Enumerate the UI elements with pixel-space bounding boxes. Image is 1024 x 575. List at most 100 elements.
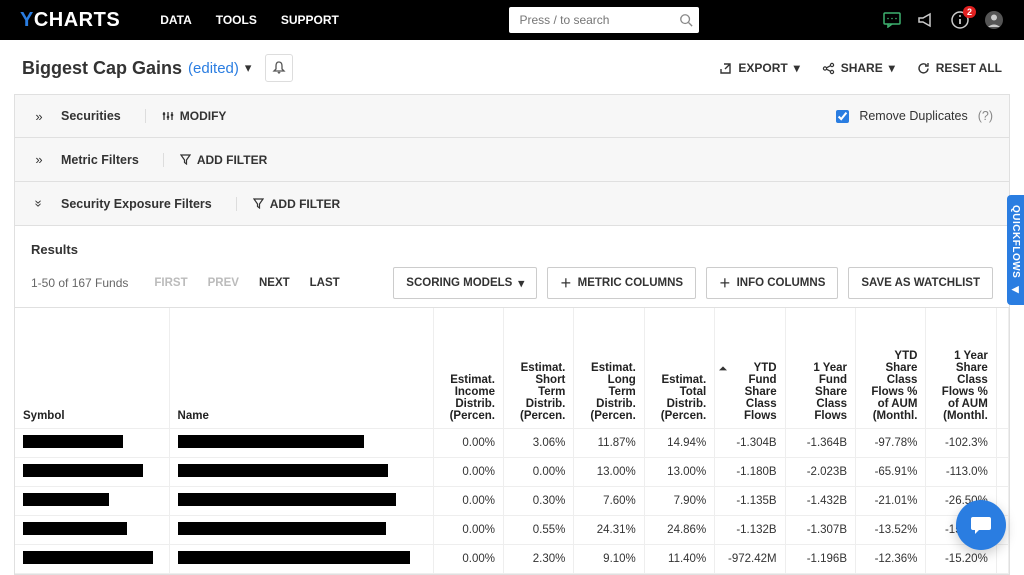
cell: -1.196B <box>785 544 855 573</box>
reset-button[interactable]: RESET ALL <box>917 61 1002 75</box>
cell: -97.78% <box>856 428 926 457</box>
cell: 0.00% <box>433 428 503 457</box>
bell-button[interactable] <box>265 54 293 82</box>
symbol-redacted <box>23 435 123 448</box>
pager-first[interactable]: FIRST <box>154 277 187 289</box>
cell: -1.132B <box>715 515 785 544</box>
cell: 11.87% <box>574 428 644 457</box>
cell: -1.135B <box>715 486 785 515</box>
cell: 14.94% <box>644 428 714 457</box>
col-name[interactable]: Name <box>169 308 433 428</box>
cell: -113.0% <box>926 457 996 486</box>
table-row[interactable]: 0.00%3.06%11.87%14.94%-1.304B-1.364B-97.… <box>15 428 1009 457</box>
symbol-redacted <box>23 464 143 477</box>
col-short[interactable]: Estimat. Short Term Distrib. (Percen. <box>503 308 573 428</box>
cell: 11.40% <box>644 544 714 573</box>
user-icon[interactable] <box>984 10 1004 30</box>
modify-button[interactable]: MODIFY <box>145 109 227 123</box>
symbol-redacted <box>23 522 127 535</box>
name-redacted <box>178 551 410 564</box>
cell: -1.307B <box>785 515 855 544</box>
results-table: Symbol Name Estimat. Income Distrib. (Pe… <box>15 308 1009 574</box>
remove-duplicates-checkbox[interactable] <box>836 110 849 123</box>
exposure-filters-label: Security Exposure Filters <box>61 197 212 211</box>
edited-label[interactable]: (edited) <box>188 60 239 77</box>
nav-tools[interactable]: TOOLS <box>216 13 257 27</box>
pager-next[interactable]: NEXT <box>259 277 290 289</box>
col-ytd-aum[interactable]: YTD Share Class Flows % of AUM (Monthl. <box>856 308 926 428</box>
col-ytd-flows[interactable]: YTD Fund Share Class Flows <box>715 308 785 428</box>
results-range: 1-50 of 167 Funds <box>31 276 128 290</box>
cell: -972.42M <box>715 544 785 573</box>
metric-columns-button[interactable]: ＋METRIC COLUMNS <box>547 267 696 299</box>
cell: -1.180B <box>715 457 785 486</box>
title-caret-icon[interactable]: ▾ <box>245 60 252 76</box>
chat-button[interactable] <box>956 500 1006 550</box>
table-row[interactable]: 0.00%2.30%9.10%11.40%-972.42M-1.196B-12.… <box>15 544 1009 573</box>
feedback-icon[interactable] <box>882 10 902 30</box>
cell: -65.91% <box>856 457 926 486</box>
cell: -1.432B <box>785 486 855 515</box>
name-redacted <box>178 464 388 477</box>
search-input[interactable] <box>509 7 699 33</box>
info-columns-button[interactable]: ＋INFO COLUMNS <box>706 267 838 299</box>
add-metric-filter-button[interactable]: ADD FILTER <box>163 153 267 167</box>
cell: 24.31% <box>574 515 644 544</box>
name-redacted <box>178 435 364 448</box>
help-icon[interactable]: (?) <box>978 109 993 123</box>
expand-metric-icon[interactable]: » <box>31 152 47 167</box>
cell: -2.023B <box>785 457 855 486</box>
col-total[interactable]: Estimat. Total Distrib. (Percen. <box>644 308 714 428</box>
nav-support[interactable]: SUPPORT <box>281 13 339 27</box>
pager-last[interactable]: LAST <box>310 277 340 289</box>
col-1y-flows[interactable]: 1 Year Fund Share Class Flows <box>785 308 855 428</box>
page-title: Biggest Cap Gains <box>22 58 182 79</box>
add-exposure-filter-button[interactable]: ADD FILTER <box>236 197 340 211</box>
table-row[interactable]: 0.00%0.55%24.31%24.86%-1.132B-1.307B-13.… <box>15 515 1009 544</box>
cell: 0.00% <box>433 515 503 544</box>
cell: -102.3% <box>926 428 996 457</box>
share-button[interactable]: SHARE▾ <box>822 61 895 75</box>
col-long[interactable]: Estimat. Long Term Distrib. (Percen. <box>574 308 644 428</box>
scoring-models-button[interactable]: SCORING MODELS▾ <box>393 267 537 299</box>
cell: 0.55% <box>503 515 573 544</box>
cell: 0.00% <box>433 544 503 573</box>
cell: -1.364B <box>785 428 855 457</box>
export-button[interactable]: EXPORT▾ <box>719 61 799 75</box>
results-label: Results <box>31 242 993 257</box>
save-watchlist-button[interactable]: SAVE AS WATCHLIST <box>848 267 993 299</box>
collapse-exposure-icon[interactable]: » <box>32 196 47 212</box>
symbol-redacted <box>23 551 153 564</box>
securities-label: Securities <box>61 109 121 123</box>
name-redacted <box>178 522 386 535</box>
logo[interactable]: YCHARTS <box>20 9 120 32</box>
pager-prev[interactable]: PREV <box>208 277 239 289</box>
table-row[interactable]: 0.00%0.00%13.00%13.00%-1.180B-2.023B-65.… <box>15 457 1009 486</box>
cell: 2.30% <box>503 544 573 573</box>
announce-icon[interactable] <box>916 10 936 30</box>
cell: -13.52% <box>856 515 926 544</box>
remove-duplicates-label: Remove Duplicates <box>859 109 967 123</box>
col-symbol[interactable]: Symbol <box>15 308 169 428</box>
cell: 0.00% <box>503 457 573 486</box>
col-income[interactable]: Estimat. Income Distrib. (Percen. <box>433 308 503 428</box>
notif-badge: 2 <box>963 6 976 18</box>
cell: 9.10% <box>574 544 644 573</box>
search-icon <box>679 13 693 27</box>
expand-securities-icon[interactable]: » <box>31 109 47 124</box>
nav-data[interactable]: DATA <box>160 13 192 27</box>
cell: 7.90% <box>644 486 714 515</box>
table-row[interactable]: 0.00%0.30%7.60%7.90%-1.135B-1.432B-21.01… <box>15 486 1009 515</box>
cell: 24.86% <box>644 515 714 544</box>
col-1y-aum[interactable]: 1 Year Share Class Flows % of AUM (Month… <box>926 308 996 428</box>
quickflows-tab[interactable]: QUICKFLOWS <box>1007 195 1024 305</box>
cell: 0.00% <box>433 486 503 515</box>
cell: 13.00% <box>644 457 714 486</box>
cell: 13.00% <box>574 457 644 486</box>
cell: -12.36% <box>856 544 926 573</box>
name-redacted <box>178 493 396 506</box>
cell: 3.06% <box>503 428 573 457</box>
cell: -21.01% <box>856 486 926 515</box>
cell: 7.60% <box>574 486 644 515</box>
info-icon[interactable]: 2 <box>950 10 970 30</box>
